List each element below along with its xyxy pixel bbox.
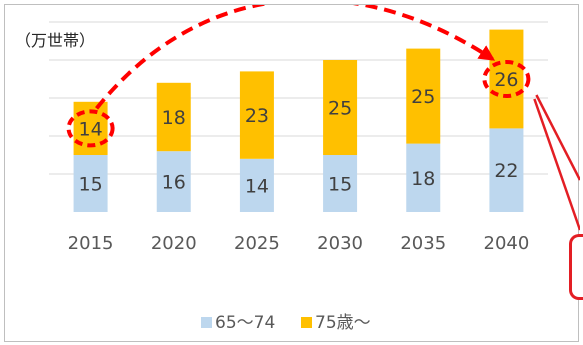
bar-segment-1-2025 (239, 71, 274, 159)
data-label-0-2025: 14 (245, 175, 269, 197)
highlight-ellipse-2015 (66, 109, 115, 148)
growth-arrow (95, 5, 496, 110)
data-label-1-2040: 26 (494, 69, 518, 91)
bar-segment-0-2035 (406, 143, 441, 212)
bar-segment-0-2020 (156, 151, 191, 212)
bar-segment-1-2030 (323, 60, 358, 155)
bar-segment-0-2040 (489, 128, 524, 212)
x-tick-label: 2035 (400, 233, 446, 254)
x-tick-label: 2025 (234, 233, 280, 254)
x-tick-label: 2020 (151, 233, 197, 254)
data-label-1-2030: 25 (328, 98, 352, 120)
legend-swatch-0 (201, 317, 212, 328)
data-label-0-2015: 15 (78, 174, 102, 196)
x-tick-label: 2040 (484, 233, 530, 254)
unit-label: （万世帯） (15, 31, 96, 50)
bar-segment-0-2025 (239, 158, 274, 212)
highlight-ellipse-2040 (482, 60, 531, 98)
data-label-1-2015: 14 (78, 118, 102, 140)
callout-box (569, 234, 583, 300)
data-label-0-2020: 16 (162, 172, 186, 194)
chart-frame: 15 14 16 18 14 23 15 25 18 25 22 26 2015 2020 2025 203… (4, 4, 580, 342)
callout-pointer-upper (535, 94, 580, 181)
bar-segment-1-2020 (156, 82, 191, 152)
stacked-bar-chart: 15 14 16 18 14 23 15 25 18 25 22 26 2015 2020 2025 203… (49, 5, 580, 333)
data-label-1-2020: 18 (162, 107, 186, 129)
legend-label-1: 75歳～ (315, 313, 371, 333)
data-label-0-2035: 18 (411, 168, 435, 190)
x-tick-label: 2015 (68, 233, 114, 254)
bar-segment-1-2035 (406, 48, 441, 144)
bar-segment-0-2015 (73, 155, 108, 212)
legend-swatch-1 (301, 317, 312, 328)
data-label-0-2030: 15 (328, 174, 352, 196)
data-label-1-2025: 23 (245, 105, 269, 127)
callout-pointer (533, 98, 580, 231)
data-label-0-2040: 22 (494, 160, 518, 182)
data-label-1-2035: 25 (411, 86, 435, 108)
bar-segment-0-2030 (323, 155, 358, 212)
x-tick-label: 2030 (317, 233, 363, 254)
legend-label-0: 65～74 (215, 313, 275, 333)
